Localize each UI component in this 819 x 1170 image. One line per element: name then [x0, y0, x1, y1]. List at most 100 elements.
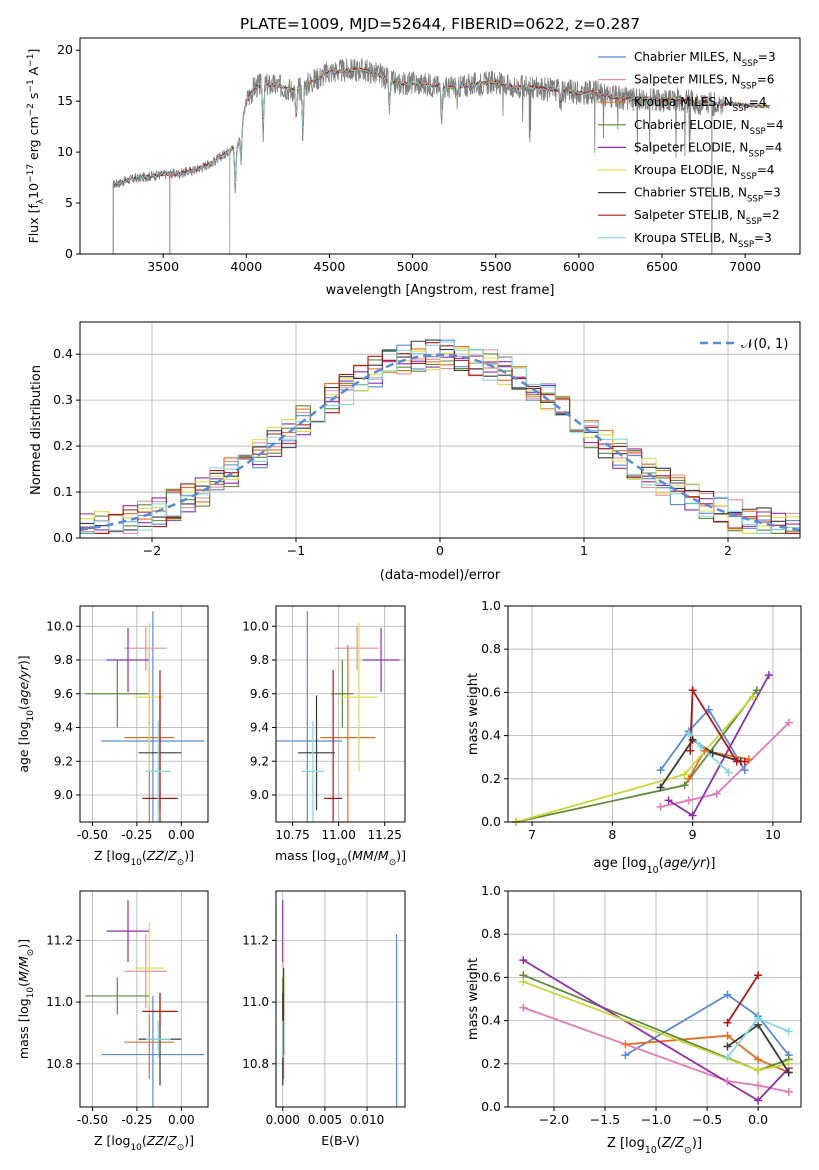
weight-point-marker	[688, 686, 697, 695]
legend-label: Kroupa STELIB, NSSP=3	[634, 231, 772, 250]
x-tick-label: −1.0	[641, 1112, 671, 1127]
label-part: (	[347, 848, 352, 863]
y-tick-label: 11.0	[46, 995, 73, 1009]
axes-frame	[275, 890, 406, 1108]
label-part: ZZ	[146, 1133, 165, 1148]
label-part: age [log	[593, 856, 646, 871]
label-part: MM	[352, 848, 374, 863]
weight-Z-xlabel: Z [log10(Z/Z⊙)]	[607, 1136, 702, 1156]
y-tick-label: 20	[57, 42, 73, 57]
label-part: 10	[26, 987, 36, 999]
weight-vs-Z-axes: −2.0 −1.5 −1.0 −0.5 0.0 0.0 0.2 0.4 0.6 0.8 1.0 Z […	[466, 883, 802, 1156]
weight-point-marker	[723, 1018, 732, 1027]
weight-point-marker	[688, 811, 697, 820]
label-part: ⊙	[389, 858, 397, 868]
label-part: s	[26, 93, 41, 104]
weight-point-marker	[784, 1027, 793, 1036]
x-tick-label: 11.00	[321, 828, 355, 842]
legend-label: Chabrier MILES, NSSP=3	[634, 50, 776, 69]
weight-point-marker	[712, 789, 721, 798]
legend-label: Kroupa MILES, NSSP=4	[634, 95, 767, 114]
weight-point-marker	[704, 705, 713, 714]
spectrum-ylabel: Flux [fλ10−17 erg cm−2 s−1 A−1]	[26, 49, 46, 244]
x-tick-label: 8	[608, 827, 616, 842]
x-tick-label: 10.75	[275, 828, 309, 842]
label-part: −17	[26, 164, 36, 183]
axes-frame	[79, 37, 801, 255]
x-tick-label: 0.00	[168, 828, 195, 842]
y-tick-label: 11.0	[242, 995, 269, 1009]
label-part: )]	[396, 848, 406, 863]
label-part: SSP	[742, 59, 758, 69]
weight-point-marker	[764, 671, 773, 680]
label-part: Kroupa ELODIE, N	[634, 163, 741, 177]
label-part: 10	[647, 865, 659, 876]
label-part: 10	[336, 858, 348, 868]
label-part: ⊙	[26, 949, 36, 957]
y-tick-label: 10	[57, 144, 73, 159]
spectrum-model-line	[229, 67, 770, 254]
plot-area	[276, 606, 405, 822]
x-tick-label: −2	[143, 543, 161, 558]
age-vs-mass-axes: 10.75 11.00 11.25 9.0 9.2 9.4 9.6 9.8 10.0 mass […	[242, 605, 406, 868]
weight-point-marker	[723, 990, 732, 999]
x-tick-label: 7000	[729, 259, 761, 274]
label-part: )]	[16, 939, 31, 949]
y-tick-label: 0.8	[481, 641, 501, 656]
y-tick-label: 10.8	[46, 1057, 73, 1071]
y-tick-label: 10.0	[242, 619, 269, 633]
label-part: /	[164, 1133, 169, 1148]
label-part: ⊙	[177, 1143, 185, 1153]
label-part: )]	[16, 655, 31, 665]
panel-xlabel: mass [log10(MM/M⊙)]	[275, 848, 406, 868]
label-part: =4	[765, 140, 783, 154]
label-part: ⊙	[177, 858, 185, 868]
plot-area	[508, 891, 801, 1107]
legend-label: Salpeter ELODIE, NSSP=4	[634, 140, 782, 159]
y-tick-label: 0.0	[481, 814, 501, 829]
figure-title: PLATE=1009, MJD=52644, FIBERID=0622, z=0…	[240, 15, 640, 33]
y-tick-label: 0.2	[481, 1056, 501, 1071]
label-part: mass [log	[275, 848, 336, 863]
label-part: Salpeter MILES, N	[634, 73, 741, 87]
hist-series	[80, 349, 800, 534]
x-tick-label: 2	[724, 543, 732, 558]
label-part: /	[164, 848, 169, 863]
weight-point-marker	[684, 729, 693, 738]
weight-point-marker	[696, 742, 705, 751]
label-part: (	[142, 848, 147, 863]
label-part: Flux [f	[26, 204, 41, 244]
label-part: M/M	[16, 956, 31, 982]
age-vs-Z-axes: -0.50 -0.25 0.009.09.29.49.69.810.0Z [log1…	[16, 605, 209, 868]
y-tick-label: 0.4	[53, 346, 73, 361]
label-part: Chabrier MILES, N	[634, 50, 742, 64]
x-tick-label: -0.50	[77, 1113, 108, 1127]
weight-series-line	[624, 993, 790, 1056]
y-tick-label: 0.0	[53, 530, 73, 545]
weight-point-marker	[784, 1087, 793, 1096]
label-part: age [log	[16, 721, 31, 772]
y-tick-label: 0.4	[481, 728, 501, 743]
weight-point-marker	[519, 977, 528, 986]
weight-series-line	[726, 974, 759, 1024]
hist-series	[80, 347, 800, 534]
y-tick-label: 0.2	[481, 771, 501, 786]
label-part: Salpeter STELIB, N	[634, 208, 746, 222]
y-tick-label: 0.6	[481, 969, 501, 984]
label-part: Z	[167, 1133, 177, 1148]
x-tick-label: 0.0	[748, 1112, 768, 1127]
y-tick-label: 9.0	[54, 788, 73, 802]
label-part: SSP	[748, 149, 764, 159]
label-part: ⊙	[684, 1145, 692, 1156]
y-tick-label: 11.2	[46, 933, 73, 947]
hist-xlabel: (data-model)/error	[380, 568, 501, 583]
y-tick-label: 9.4	[54, 721, 73, 735]
y-tick-label: 0.6	[481, 684, 501, 699]
label-part: SSP	[746, 217, 762, 227]
label-part: −1	[26, 54, 36, 67]
y-tick-label: 9.2	[54, 754, 73, 768]
plot-area	[276, 891, 405, 1107]
mass-vs-ebv-axes: 0.000 0.005 0.010 10.8 11.0 11.2 E(B-V)	[242, 890, 406, 1148]
weight-age-ylabel: mass weight	[466, 673, 481, 755]
